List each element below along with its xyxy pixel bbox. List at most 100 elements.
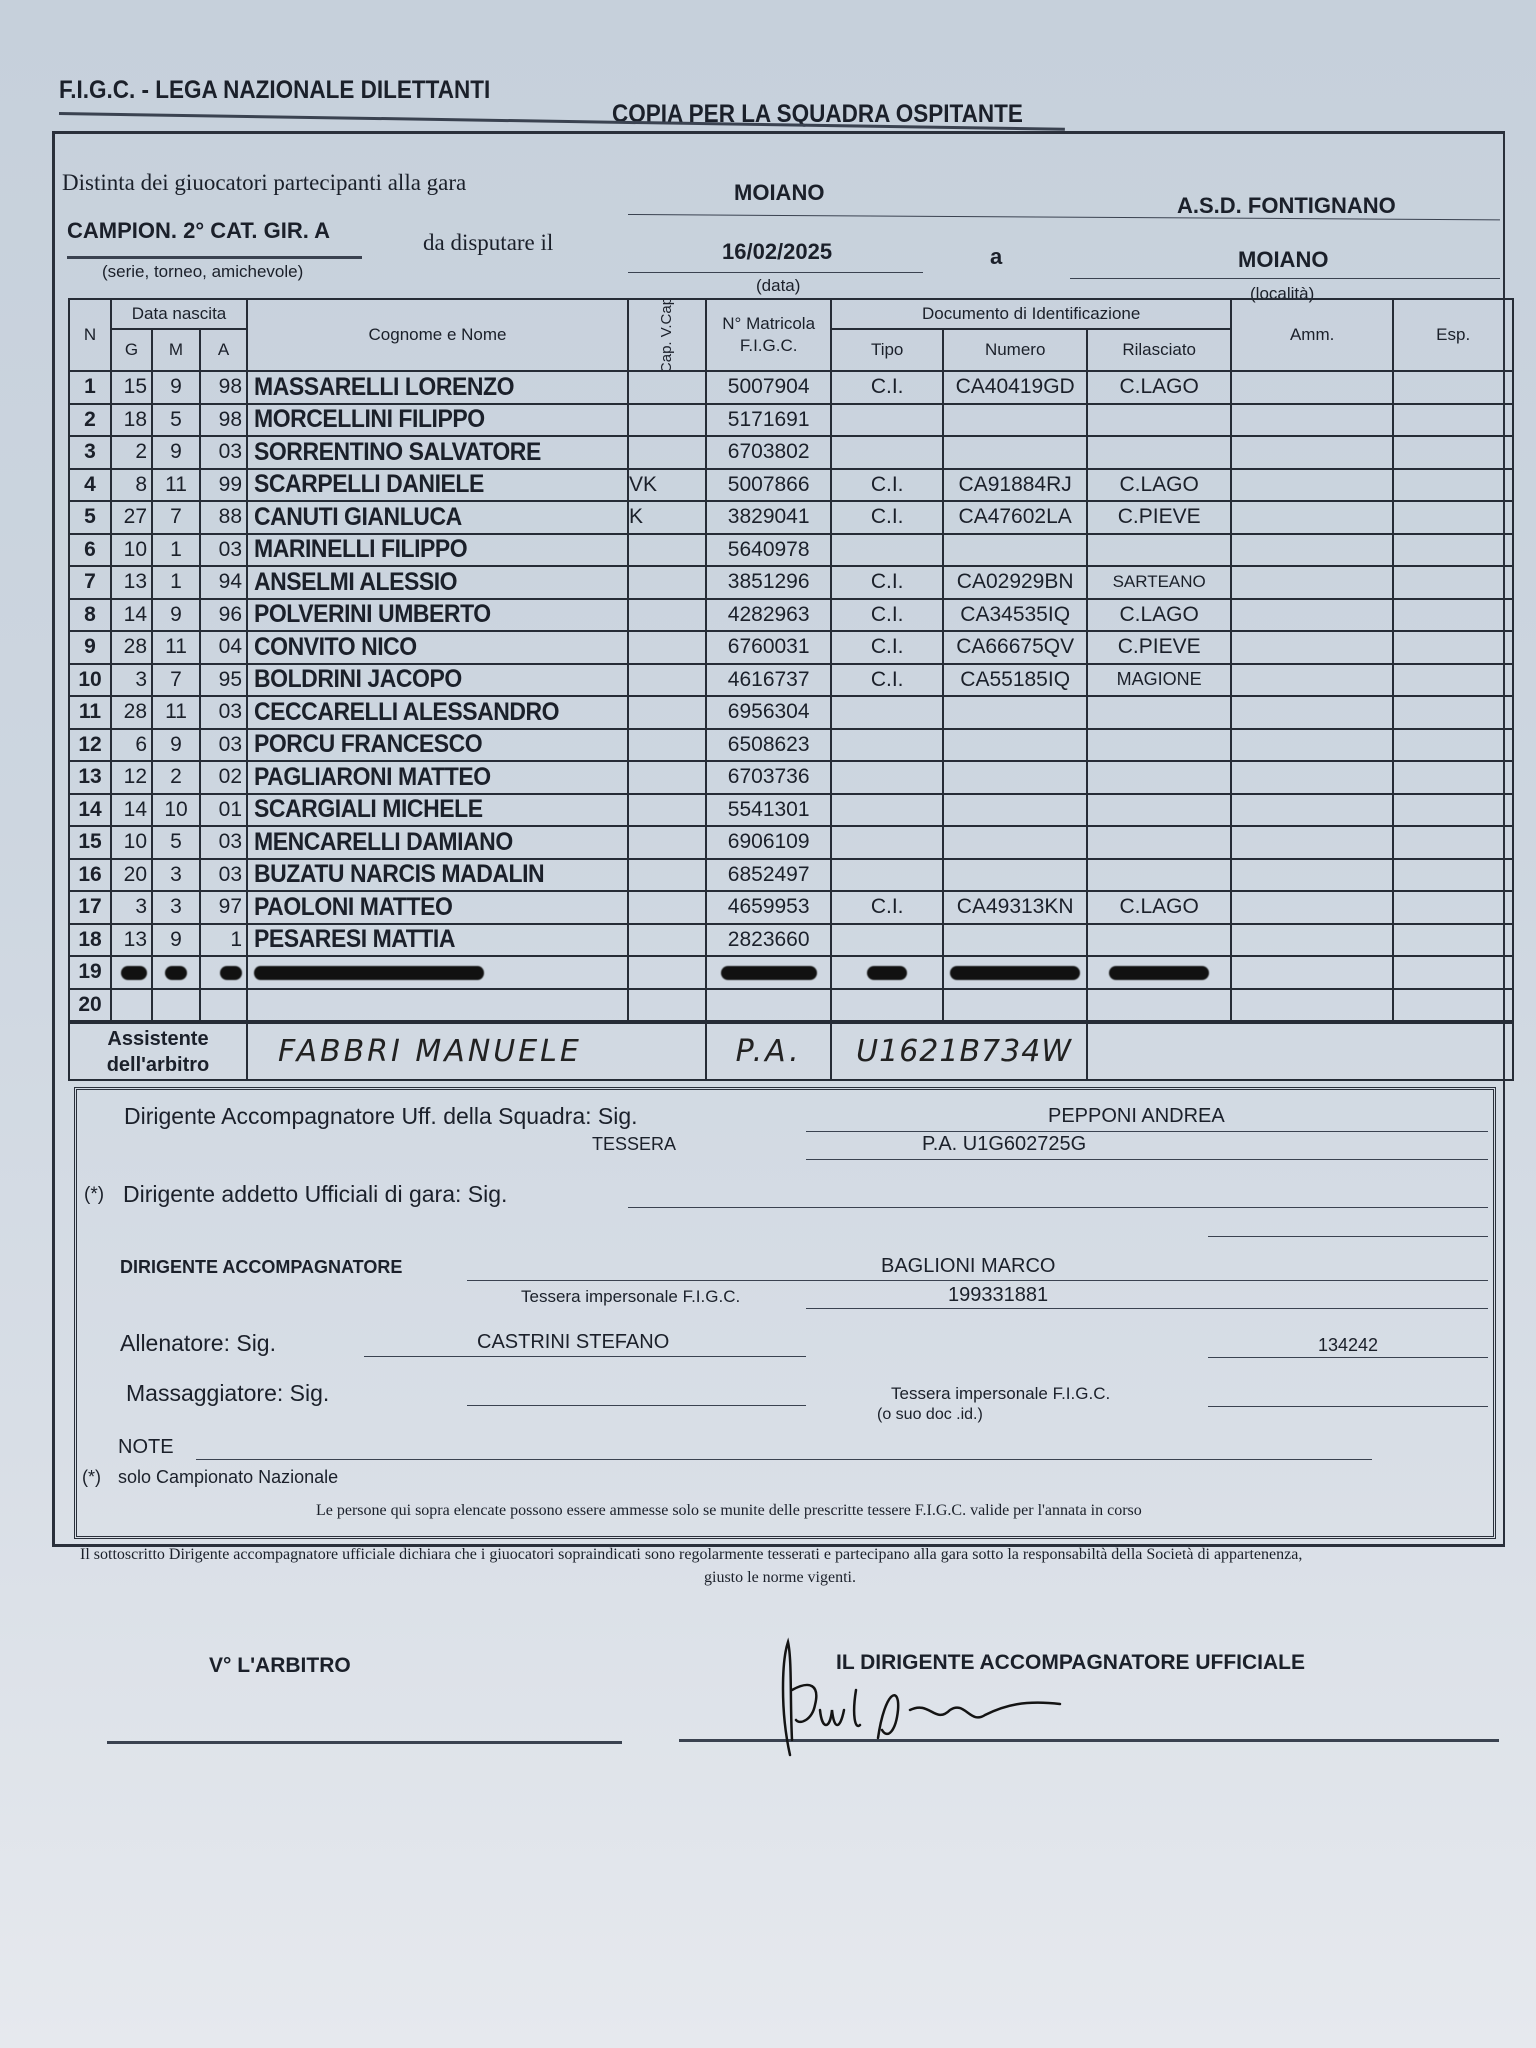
cell-name: BUZATU NARCIS MADALIN [246, 857, 629, 892]
cell-cap [626, 695, 708, 730]
dirigente-acc-label: DIRIGENTE ACCOMPAGNATORE [120, 1257, 403, 1277]
cell-esp [1392, 500, 1515, 535]
header-data-nascita: Data nascita [110, 298, 248, 330]
cell-rilasciato: C.PIEVE [1086, 630, 1233, 665]
table-row: 6 10 1 03 MARINELLI FILIPPO 5640978 [68, 532, 1515, 567]
cell-a: 03 [199, 435, 248, 470]
cell-m: 7 [151, 500, 201, 535]
cell-n: 9 [68, 630, 112, 665]
cell-tipo [830, 760, 945, 795]
cell-cap [626, 987, 708, 1023]
assistant-label-2: dell'arbitro [106, 1053, 210, 1076]
cell-rilasciato [1086, 532, 1233, 567]
cell-esp [1392, 662, 1515, 697]
cell-esp [1392, 402, 1515, 437]
cell-rilasciato [1086, 727, 1233, 762]
cell-m: 5 [151, 402, 201, 437]
cell-esp [1392, 825, 1515, 860]
cell-name: BOLDRINI JACOPO [246, 662, 629, 697]
cell-g: 20 [110, 857, 153, 892]
solo-label: solo Campionato Nazionale [118, 1467, 339, 1487]
scribble-mark [867, 965, 908, 980]
cell-a: 03 [199, 695, 248, 730]
cell-m: 9 [151, 727, 201, 762]
table-row: 11 28 11 03 CECCARELLI ALESSANDRO 6956304 [68, 695, 1515, 730]
cell-cap: VK [626, 467, 708, 502]
header-numero: Numero [942, 328, 1089, 372]
cell-m: 3 [151, 857, 201, 892]
player-name: CONVITO NICO [254, 632, 417, 661]
table-row: 13 12 2 02 PAGLIARONI MATTEO 6703736 [68, 760, 1515, 795]
header-n: N [68, 298, 112, 372]
assistant-name: FABBRI MANUELE [278, 1034, 582, 1069]
cell-esp [1392, 597, 1515, 632]
scribble-mark [950, 965, 1081, 980]
cell-esp [1392, 987, 1515, 1023]
cell-name: CONVITO NICO [246, 630, 629, 665]
cell-amm [1230, 435, 1395, 470]
cell-m: 9 [151, 597, 201, 632]
cell-numero: CA40419GD [942, 370, 1089, 405]
cell-n: 7 [68, 565, 112, 600]
table-row: 8 14 9 96 POLVERINI UMBERTO 4282963 C.I. CA3453… [68, 597, 1515, 632]
player-name: CECCARELLI ALESSANDRO [254, 697, 560, 726]
cell-m: 2 [151, 760, 201, 795]
cell-matricola: 5007904 [705, 370, 833, 405]
cell-tipo [830, 987, 945, 1023]
cell-rilasciato: C.LAGO [1086, 467, 1233, 502]
solo-star: (*) [82, 1467, 101, 1487]
cell-esp [1392, 760, 1515, 795]
cell-a: 94 [199, 565, 248, 600]
player-name: BOLDRINI JACOPO [254, 665, 462, 694]
dirigente-signature-line [679, 1739, 1499, 1742]
dirigente-acc-line [467, 1280, 1488, 1281]
cell-m: 10 [151, 792, 201, 827]
header-matricola: N° Matricola F.I.G.C. [705, 298, 833, 372]
massaggiatore-tessera-hint: (o suo doc .id.) [877, 1406, 983, 1423]
header-tipo: Tipo [830, 328, 945, 372]
cell-esp [1392, 630, 1515, 665]
cell-m: 5 [151, 825, 201, 860]
cell-g: 12 [110, 760, 153, 795]
cell-amm [1230, 727, 1395, 762]
cell-name: MORCELLINI FILIPPO [246, 402, 629, 437]
allenatore-line [364, 1356, 806, 1357]
cell-a: 95 [199, 662, 248, 697]
cell-amm [1230, 695, 1395, 730]
cell-matricola: 5541301 [705, 792, 833, 827]
player-name: MORCELLINI FILIPPO [254, 405, 485, 434]
cell-matricola: 5171691 [705, 402, 833, 437]
cell-tipo [830, 857, 945, 892]
header-documento: Documento di Identificazione [830, 298, 1233, 330]
match-location: MOIANO [1238, 247, 1329, 272]
cell-matricola: 6508623 [705, 727, 833, 762]
addetto-line [628, 1207, 1488, 1208]
cell-n: 15 [68, 825, 112, 860]
player-name: CANUTI GIANLUCA [254, 502, 462, 531]
table-row: 7 13 1 94 ANSELMI ALESSIO 3851296 C.I. CA02929B… [68, 565, 1515, 600]
dirigente-acc-name: BAGLIONI MARCO [881, 1255, 1056, 1277]
table-row: 19 [68, 955, 1515, 990]
table-row: 9 28 11 04 CONVITO NICO 6760031 C.I. CA66675QV C… [68, 630, 1515, 665]
cell-matricola [705, 987, 833, 1023]
notice: Le persone qui sopra elencate possono es… [316, 1502, 1142, 1519]
player-name: PORCU FRANCESCO [254, 730, 483, 759]
cell-tipo: C.I. [830, 370, 945, 405]
cell-matricola: 2823660 [705, 922, 833, 957]
header-a: A [199, 328, 248, 372]
location-line [1070, 278, 1500, 279]
tessera-imp-line [806, 1308, 1488, 1309]
player-name: PAOLONI MATTEO [254, 892, 453, 921]
player-name: POLVERINI UMBERTO [254, 600, 491, 629]
tessera-value: P.A. U1G602725G [922, 1133, 1087, 1155]
cell-rilasciato: C.PIEVE [1086, 500, 1233, 535]
cell-numero [942, 857, 1089, 892]
table-row: 5 27 7 88 CANUTI GIANLUCA K 3829041 C.I. CA47602… [68, 500, 1515, 535]
declaration-line-1: Il sottoscritto Dirigente accompagnatore… [80, 1546, 1303, 1563]
cell-cap [626, 402, 708, 437]
cell-numero: CA34535IQ [942, 597, 1089, 632]
cell-tipo: C.I. [830, 630, 945, 665]
cell-g: 14 [110, 792, 153, 827]
cell-numero [942, 760, 1089, 795]
cell-n: 5 [68, 500, 112, 535]
